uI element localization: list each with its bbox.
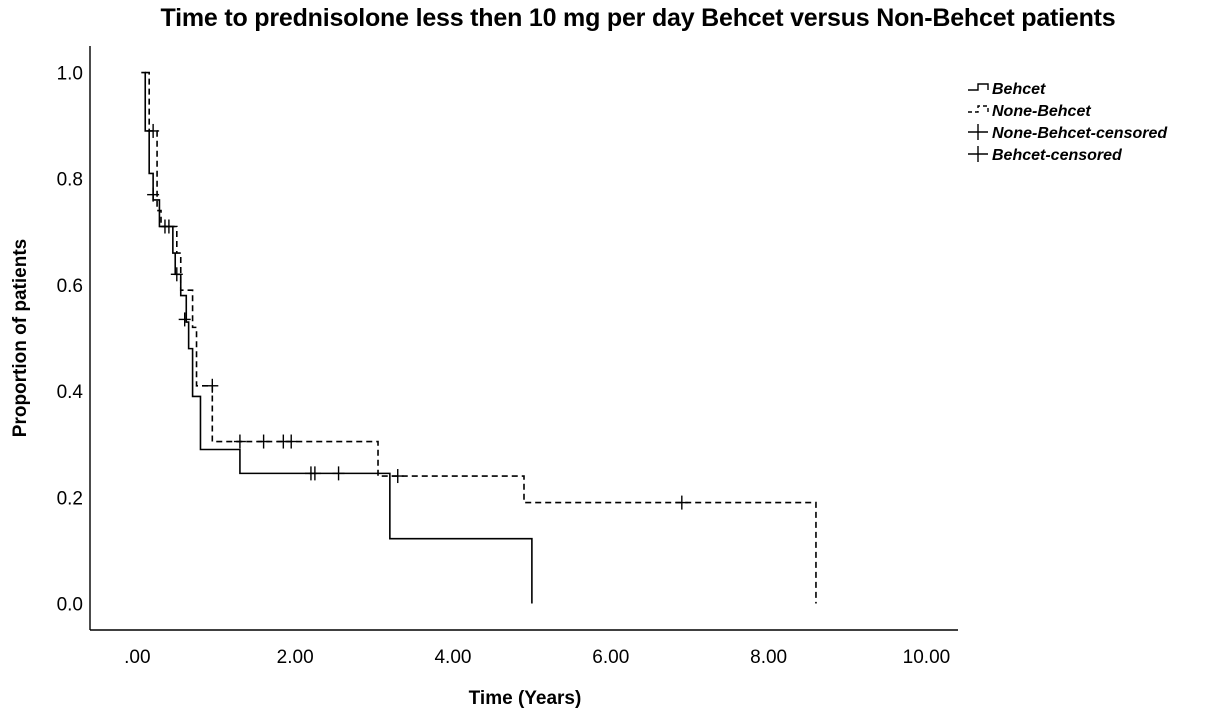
series-layer: [141, 71, 817, 604]
x-tick-label: .00: [124, 647, 150, 668]
censor-mark: [147, 123, 160, 138]
censor-mark: [162, 219, 175, 234]
legend-item: None-Behcet: [968, 103, 1091, 120]
x-tick-label: 6.00: [592, 647, 629, 668]
legend-item: Behcet: [968, 81, 1046, 98]
x-tick-label: 4.00: [434, 647, 471, 668]
x-tick-label: 8.00: [750, 647, 787, 668]
censor-mark: [675, 495, 688, 510]
censor-mark: [170, 267, 183, 282]
censor-mark: [308, 466, 321, 481]
y-tick-label: 0.8: [57, 170, 83, 191]
x-axis-title: Time (Years): [469, 688, 582, 709]
step-line: [141, 71, 533, 604]
x-tick-label: 2.00: [277, 647, 314, 668]
legend-swatch-behcet: [968, 83, 989, 91]
chart-title: Time to prednisolone less then 10 mg per…: [160, 4, 1116, 32]
legend-label: Behcet-censored: [992, 147, 1123, 164]
y-tick-label: 0.0: [57, 594, 83, 615]
legend-item: Behcet-censored: [968, 146, 1123, 164]
censor-mark: [332, 466, 345, 481]
censor-mark: [206, 378, 219, 393]
legend-item: None-Behcet-censored: [968, 124, 1168, 142]
legend-label: None-Behcet: [992, 103, 1091, 120]
censor-mark: [285, 434, 298, 449]
legend: Behcet None-Behcet None-Behcet-censored Beh…: [968, 81, 1168, 164]
step-line: [145, 71, 817, 604]
y-tick-label: 0.2: [57, 488, 83, 509]
censor-mark: [391, 469, 404, 484]
y-tick-label: 0.4: [57, 382, 84, 403]
legend-label: None-Behcet-censored: [992, 125, 1168, 142]
x-tick-label: 10.00: [903, 647, 951, 668]
censor-mark: [233, 434, 246, 449]
legend-swatch-none-behcet: [968, 105, 989, 113]
axes: .00 2.00 4.00 6.00 8.00 10.00 0.0 0.2 0.4 0.6 0.8 1…: [57, 46, 958, 668]
y-axis-title: Proportion of patients: [10, 239, 31, 437]
series-behcet: [141, 71, 533, 604]
censor-mark: [178, 312, 191, 327]
y-tick-label: 0.6: [57, 276, 83, 297]
censor-mark: [257, 434, 270, 449]
y-tick-label: 1.0: [57, 64, 83, 85]
legend-label: Behcet: [992, 81, 1046, 98]
series-none-behcet: [145, 71, 817, 604]
